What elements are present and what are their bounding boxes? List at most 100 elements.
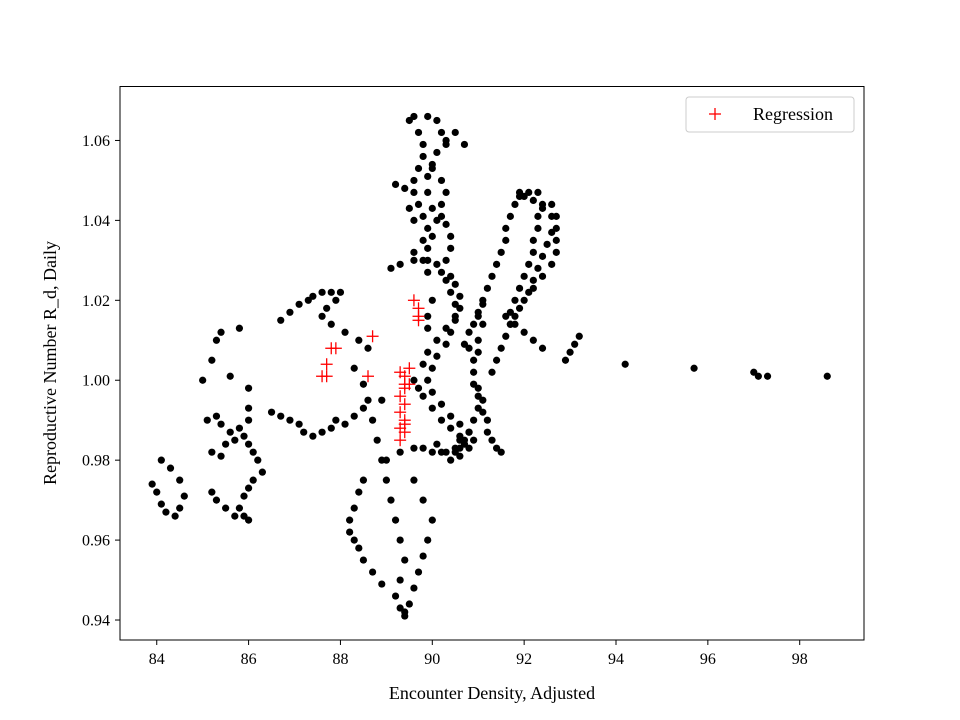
data-point <box>382 456 390 464</box>
data-point <box>387 496 395 504</box>
data-point <box>341 420 349 428</box>
data-point <box>405 204 413 212</box>
data-point <box>286 308 294 316</box>
data-point <box>419 212 427 220</box>
data-point <box>428 404 436 412</box>
data-point <box>437 176 446 185</box>
data-point <box>157 500 165 508</box>
regression-point <box>320 370 333 383</box>
data-point <box>249 448 257 456</box>
data-point <box>199 376 207 384</box>
data-point <box>414 164 423 173</box>
data-point <box>534 264 542 272</box>
data-point <box>410 376 418 384</box>
data-point <box>538 272 547 280</box>
data-point <box>387 264 395 272</box>
data-point <box>410 248 418 256</box>
data-point <box>327 424 335 432</box>
data-point <box>419 496 427 504</box>
data-point <box>327 288 335 296</box>
data-point <box>258 468 266 476</box>
data-point <box>396 536 404 544</box>
data-point <box>428 364 436 372</box>
data-point <box>424 244 432 252</box>
data-point <box>414 568 423 576</box>
x-tick-label: 98 <box>792 651 808 668</box>
data-point <box>511 200 519 208</box>
data-point <box>419 236 427 244</box>
data-point <box>332 416 340 424</box>
regression-point <box>407 294 420 307</box>
points-layer <box>148 112 831 620</box>
data-point <box>410 584 418 592</box>
data-point <box>176 476 184 484</box>
data-point <box>437 448 446 456</box>
data-point <box>148 480 156 488</box>
regression-point <box>398 382 411 395</box>
data-point <box>529 236 537 244</box>
data-point <box>382 476 390 484</box>
plot-background <box>120 86 864 640</box>
data-point <box>502 224 510 232</box>
data-point <box>424 172 432 181</box>
data-point <box>359 404 368 412</box>
regression-point <box>320 358 333 371</box>
data-point <box>267 408 276 416</box>
data-point <box>323 304 331 312</box>
data-point <box>244 484 253 492</box>
data-point <box>222 504 230 512</box>
data-point <box>479 320 487 328</box>
data-point <box>442 340 450 348</box>
data-point <box>497 344 505 352</box>
series-observed <box>148 112 831 620</box>
data-point <box>410 216 418 224</box>
data-point <box>552 248 560 256</box>
y-tick-label: 0.96 <box>82 533 110 550</box>
data-point <box>318 428 326 436</box>
regression-point <box>394 406 407 419</box>
regression-point <box>398 426 411 439</box>
data-point <box>212 496 221 504</box>
data-point <box>217 452 225 460</box>
data-point <box>451 316 459 324</box>
data-point <box>433 440 441 448</box>
data-point <box>460 436 469 444</box>
data-point <box>437 416 446 424</box>
data-point <box>217 420 225 428</box>
data-point <box>433 352 441 360</box>
regression-point <box>362 370 374 383</box>
data-point <box>479 408 487 416</box>
data-point <box>166 464 175 472</box>
data-point <box>424 324 432 332</box>
data-point <box>419 140 427 149</box>
data-point <box>355 488 363 496</box>
x-tick-label: 90 <box>424 651 440 668</box>
regression-point <box>394 366 407 379</box>
data-point <box>529 284 537 292</box>
data-point <box>277 412 285 420</box>
data-point <box>433 260 441 268</box>
data-point <box>447 424 455 432</box>
data-point <box>208 448 216 456</box>
data-point <box>460 340 469 348</box>
data-point <box>300 428 308 436</box>
x-tick-label: 88 <box>332 651 348 668</box>
data-point <box>442 188 450 197</box>
data-point <box>350 364 358 372</box>
data-point <box>359 380 368 388</box>
data-point <box>419 256 427 264</box>
data-point <box>447 288 455 296</box>
data-point <box>456 304 464 312</box>
data-point <box>231 436 239 444</box>
data-point <box>456 292 464 300</box>
data-point <box>763 372 772 380</box>
data-point <box>171 512 179 520</box>
data-point <box>511 312 519 320</box>
data-point <box>428 516 436 524</box>
data-point <box>414 384 423 392</box>
x-tick-label: 96 <box>700 651 716 668</box>
data-point <box>176 504 184 512</box>
data-point <box>249 476 257 484</box>
data-point <box>552 212 560 220</box>
data-point <box>497 248 505 256</box>
